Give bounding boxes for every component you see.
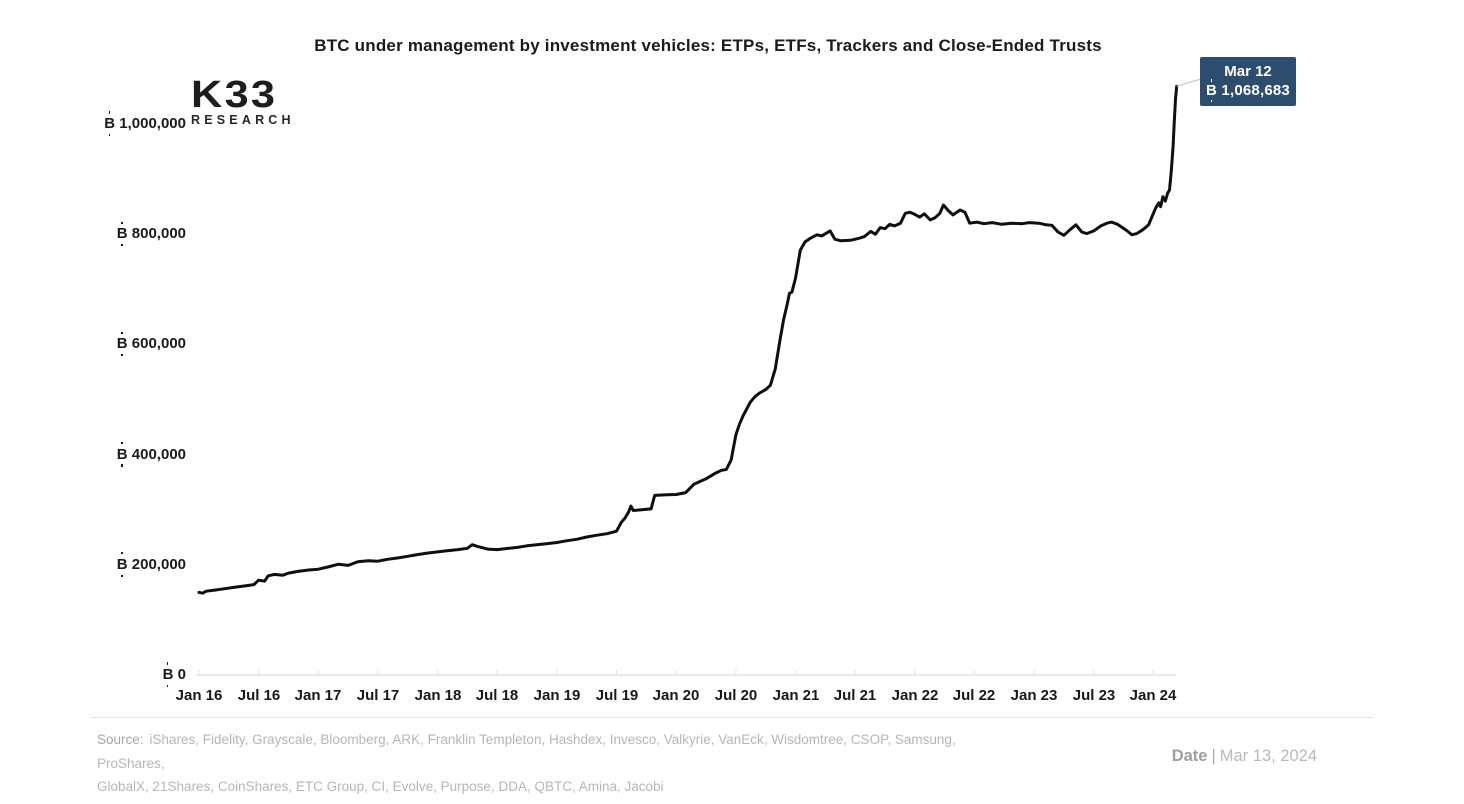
x-axis-tick-label: Jan 18 (414, 687, 462, 704)
x-axis-tick-label: Jan 23 (1010, 687, 1058, 704)
last-value-callout: Mar 12 B 1,068,683 (1200, 57, 1296, 106)
callout-value: B 1,068,683 (1206, 79, 1290, 103)
report-date: Date | Mar 13, 2024 (1172, 745, 1317, 767)
x-axis-tick-label: Jul 22 (952, 687, 996, 704)
x-axis-tick-label: Jul 21 (833, 687, 877, 704)
chart-title: BTC under management by investment vehic… (314, 36, 1102, 55)
btc-aum-line-series (197, 84, 1179, 595)
y-axis-tick-label: B 0 (40, 662, 186, 688)
footer-divider (90, 717, 1374, 718)
x-axis-tick-label: Jul 17 (356, 687, 400, 704)
y-axis-tick-label: B 400,000 (40, 441, 186, 467)
k33-research-logo: K33 RESEARCH (191, 76, 295, 127)
callout-connector-line (1176, 78, 1202, 87)
x-axis-tick-label: Jul 20 (714, 687, 758, 704)
y-axis-tick-label: B 1,000,000 (40, 111, 186, 137)
x-axis-tick-label: Jan 21 (772, 687, 820, 704)
source-line-1: Source: iShares, Fidelity, Grayscale, Blo… (97, 728, 997, 775)
x-axis-tick-label: Jan 22 (891, 687, 939, 704)
y-axis-tick-label: B 600,000 (40, 331, 186, 357)
source-label: Source: (97, 732, 144, 747)
source-line-2: GlobalX, 21Shares, CoinShares, ETC Group… (97, 779, 664, 794)
report-date-separator: | (1211, 747, 1216, 765)
x-axis-tick-label: Jan 16 (175, 687, 223, 704)
x-axis-tick-label: Jan 17 (294, 687, 342, 704)
source-list-part-1: iShares, Fidelity, Grayscale, Bloomberg,… (97, 732, 956, 771)
x-axis-tick-label: Jan 24 (1129, 687, 1177, 704)
source-attribution: Source: iShares, Fidelity, Grayscale, Blo… (97, 728, 997, 799)
x-axis-tick-label: Jul 16 (237, 687, 281, 704)
x-axis-tick-label: Jul 18 (475, 687, 519, 704)
logo-k33-text: K33 (191, 74, 278, 116)
logo-research-text: RESEARCH (191, 113, 295, 127)
x-axis-tick-label: Jan 20 (652, 687, 700, 704)
report-date-value: Mar 13, 2024 (1219, 747, 1317, 765)
x-axis-tick-label: Jul 23 (1072, 687, 1116, 704)
x-axis-tick-label: Jul 19 (595, 687, 639, 704)
y-axis-tick-label: B 800,000 (40, 221, 186, 247)
report-date-label: Date (1171, 747, 1208, 765)
y-axis-tick-label: B 200,000 (40, 552, 186, 577)
callout-date: Mar 12 (1224, 63, 1272, 80)
x-axis-tick-label: Jan 19 (533, 687, 581, 704)
